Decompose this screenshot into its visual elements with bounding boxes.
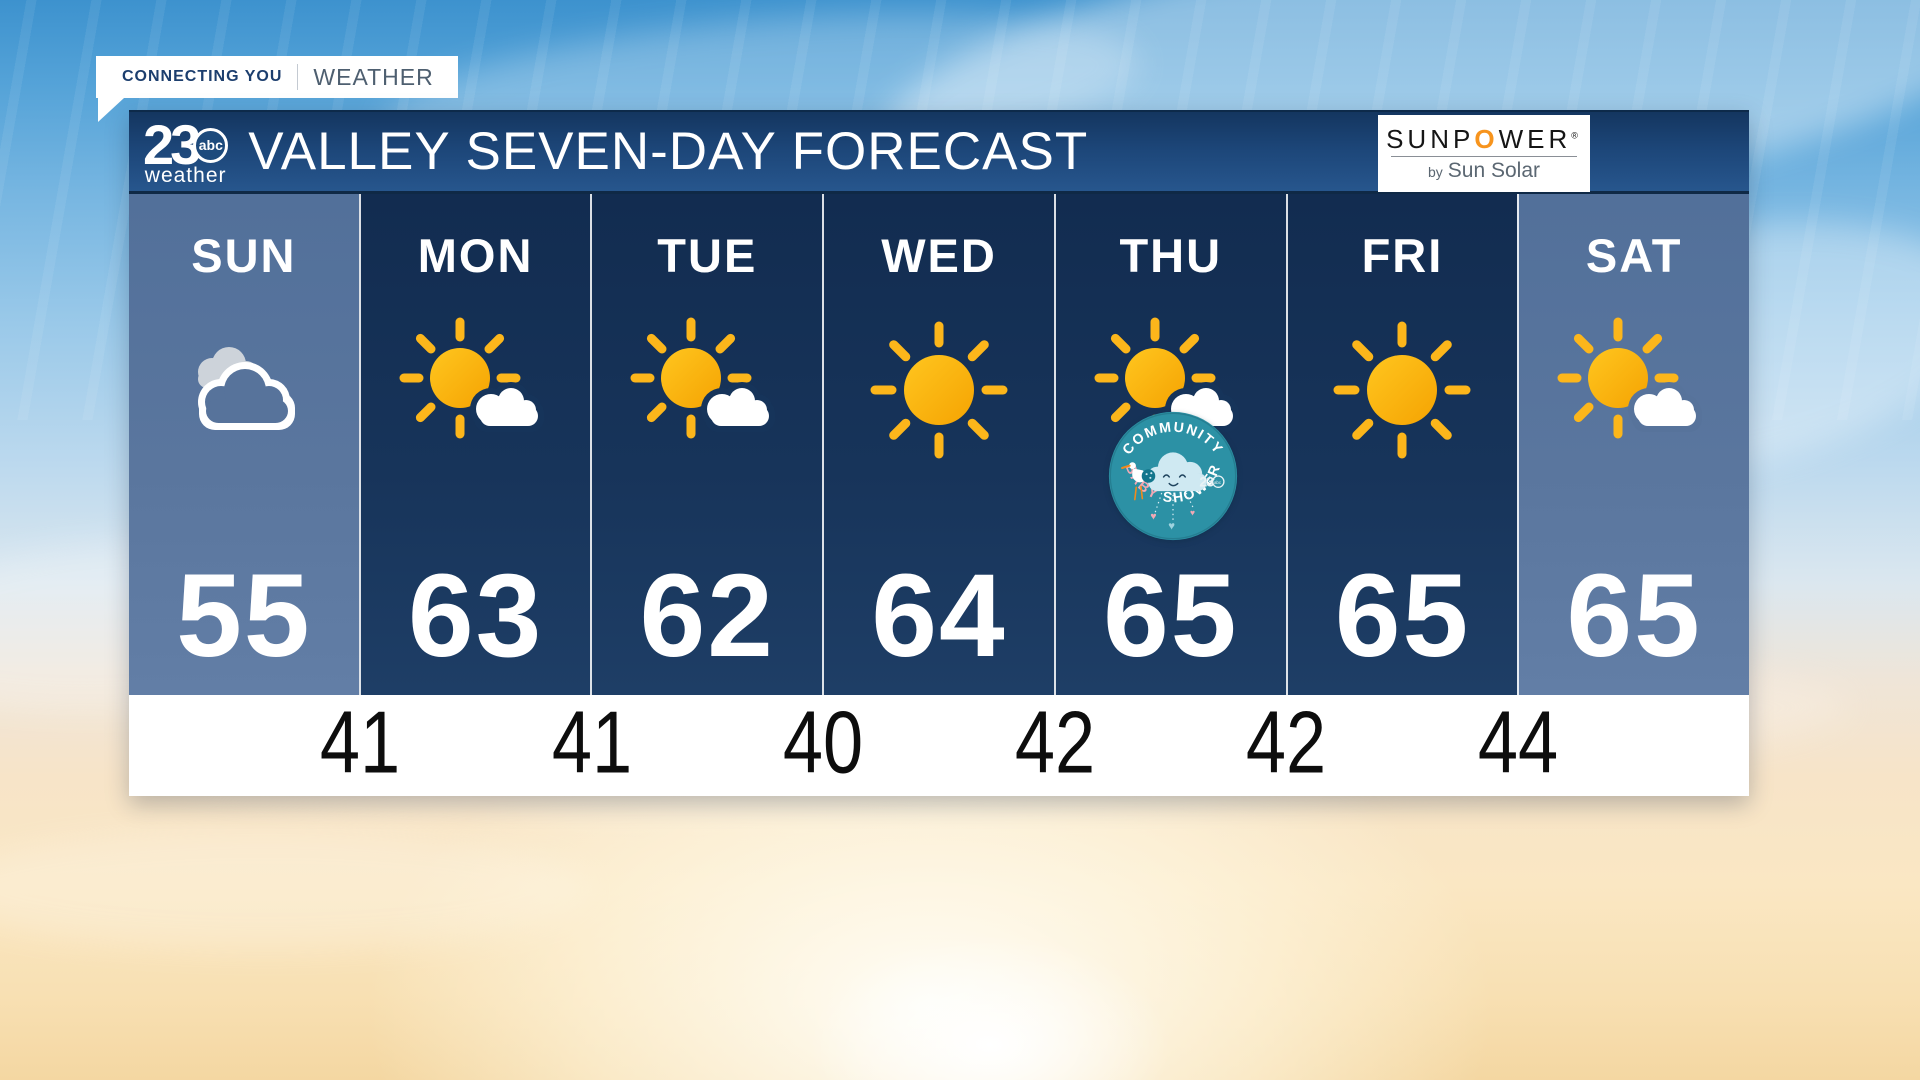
svg-text:23: 23 xyxy=(1199,473,1214,489)
low-temps-band: 41 41 40 42 42 44 xyxy=(129,695,1749,796)
badge-rain-strings xyxy=(1154,492,1195,521)
day-column-wed: WED 64 xyxy=(822,194,1054,695)
day-label: THU xyxy=(1119,229,1223,282)
high-temp: 65 xyxy=(1566,550,1702,682)
station-logo: 23 abc weather xyxy=(143,113,229,187)
mostly-sunny-icon xyxy=(630,317,776,439)
high-temp: 65 xyxy=(1334,550,1471,682)
sponsor-subtitle: by Sun Solar xyxy=(1427,159,1541,182)
day-label: SUN xyxy=(191,229,297,282)
condition-icon-box xyxy=(1519,283,1749,497)
mostly-sunny-icon xyxy=(1557,317,1703,439)
station-weather-word: weather xyxy=(144,164,227,187)
sun-glow-core xyxy=(810,935,1170,1080)
badge-23abc-logo: 23 abc xyxy=(1199,473,1225,489)
low-temp: 42 xyxy=(1014,691,1095,791)
sunpower-o-icon: O xyxy=(1474,124,1499,154)
station-number: 23 xyxy=(143,113,201,176)
condition-icon-box xyxy=(592,283,822,497)
abc-network-icon: abc xyxy=(193,127,229,163)
connecting-you-label: CONNECTING YOU xyxy=(122,68,283,85)
day-column-sat: SAT 65 xyxy=(1517,194,1750,695)
forecast-columns: SUN55MON63TUE62WED64THU65COMMUNITYBABY S… xyxy=(129,194,1750,695)
connecting-you-bug: CONNECTING YOU WEATHER xyxy=(96,56,458,98)
high-temp: 65 xyxy=(1103,550,1239,682)
weather-label: WEATHER xyxy=(313,63,434,90)
sunny-icon xyxy=(1333,321,1471,459)
svg-text:abc: abc xyxy=(1214,480,1222,485)
badge-stork-icon xyxy=(1120,462,1156,501)
day-column-sun: SUN 55 xyxy=(129,194,359,695)
registered-mark: ® xyxy=(1571,130,1582,141)
badge-heart-icon: ♥ xyxy=(1190,508,1195,518)
high-temp: 55 xyxy=(176,550,312,682)
sponsor-name: SUNPOWER® xyxy=(1386,124,1582,154)
low-temp: 42 xyxy=(1246,691,1327,791)
forecast-panel: 23 abc weather VALLEY SEVEN-DAY FORECAST… xyxy=(129,110,1750,796)
day-label: FRI xyxy=(1361,229,1444,282)
day-label: SAT xyxy=(1585,229,1683,282)
low-temp: 41 xyxy=(551,691,632,791)
high-temp: 64 xyxy=(871,550,1007,682)
sponsor-divider xyxy=(1390,156,1578,157)
panel-header: 23 abc weather VALLEY SEVEN-DAY FORECAST… xyxy=(129,110,1749,194)
low-temp: 41 xyxy=(320,691,401,791)
condition-icon-box xyxy=(1288,283,1518,497)
sponsor-logo: SUNPOWER® by Sun Solar xyxy=(1378,115,1590,192)
cloudy-icon xyxy=(197,347,295,430)
low-temp: 40 xyxy=(783,691,864,791)
day-label: MON xyxy=(417,229,534,282)
day-column-tue: TUE 62 xyxy=(590,194,823,695)
mostly-sunny-icon xyxy=(399,317,544,439)
day-column-fri: FRI 65 xyxy=(1285,194,1518,695)
condition-icon-box xyxy=(361,283,591,497)
high-temp: 63 xyxy=(407,550,544,682)
day-column-mon: MON 63 xyxy=(358,194,591,695)
badge-heart-icon: ♥ xyxy=(1168,521,1175,533)
condition-icon-box xyxy=(129,283,359,497)
low-temp: 44 xyxy=(1477,691,1558,791)
high-temp: 62 xyxy=(639,550,775,682)
badge-heart-icon: ♥ xyxy=(1150,511,1156,522)
sunny-icon xyxy=(870,321,1008,459)
bug-divider xyxy=(297,64,299,90)
day-label: TUE xyxy=(657,229,758,282)
panel-title: VALLEY SEVEN-DAY FORECAST xyxy=(248,122,1089,181)
condition-icon-box xyxy=(824,283,1054,497)
day-label: WED xyxy=(881,229,997,282)
